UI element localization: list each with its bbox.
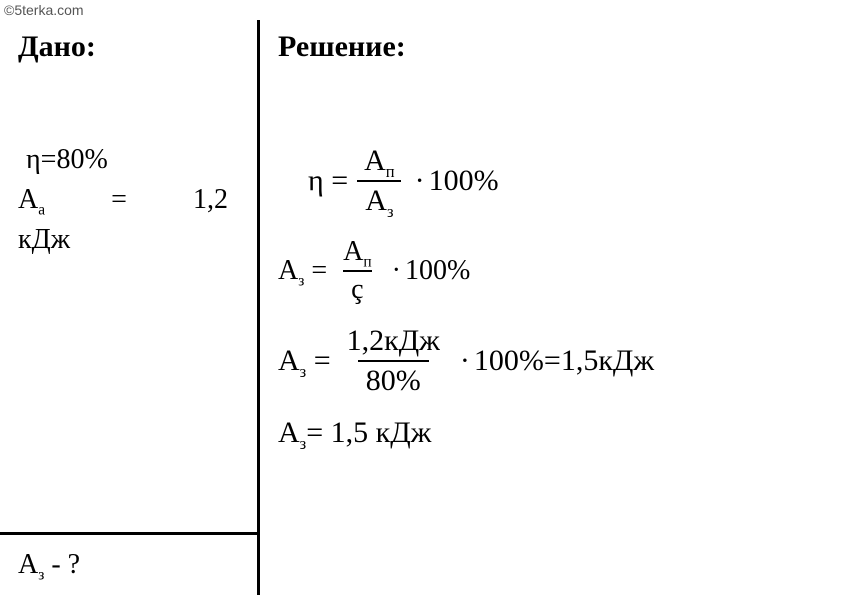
eq1-denominator: Аз: [357, 180, 401, 218]
given-column: Дано: η = 80% Аа = 1,2 кДж Аз - ?: [0, 20, 260, 595]
equation-2: Аз = Ап ç · 100%: [278, 236, 843, 306]
equation-3: Аз = 1,2кДж 80% · 100% = 1,5кДж: [278, 324, 843, 398]
sought-question: - ?: [44, 549, 80, 580]
cdot-icon: ·: [415, 164, 425, 198]
eq3-numerator: 1,2кДж: [339, 324, 448, 360]
given-heading: Дано:: [18, 30, 239, 64]
eq3-tail1: 100%: [474, 344, 544, 378]
given-eta-line: η = 80%: [18, 144, 239, 176]
eta-symbol: η: [18, 144, 41, 176]
eq1-lhs: η =: [308, 164, 348, 198]
equation-1: η = Ап Аз · 100%: [308, 144, 843, 218]
A-letter: А: [278, 255, 298, 286]
equals: =: [306, 344, 330, 377]
equals: =: [41, 144, 57, 176]
eq1-numerator: Ап: [356, 144, 403, 180]
z-subscript: з: [387, 202, 394, 221]
eq2-tail: 100%: [405, 255, 470, 287]
eq3-fraction: 1,2кДж 80%: [339, 324, 448, 398]
given-Aa-line: Аа = 1,2: [18, 184, 228, 216]
eta-value: 80%: [56, 144, 107, 176]
solution-heading: Решение:: [278, 30, 843, 64]
a-subscript: а: [38, 202, 45, 219]
equals: =: [544, 344, 561, 378]
problem-container: Дано: η = 80% Аа = 1,2 кДж Аз - ? Решени…: [0, 0, 861, 595]
eq2-fraction: Ап ç: [335, 236, 379, 306]
A-letter: А: [343, 236, 363, 267]
sought-line: Аз - ?: [18, 549, 80, 581]
Aa-symbol: Аа: [18, 184, 45, 216]
eq1-fraction: Ап Аз: [356, 144, 403, 218]
equals: =: [304, 255, 327, 286]
solution-column: Решение: η = Ап Аз · 100% Аз =: [260, 20, 861, 595]
cdot-icon: ·: [392, 255, 401, 287]
unit-kJ: кДж: [18, 224, 70, 256]
eq3-rhs: 1,5кДж: [561, 344, 654, 378]
eq2-lhs: Аз =: [278, 255, 327, 287]
A-letter: А: [365, 184, 387, 217]
given-divider: [0, 532, 260, 535]
equals: =: [111, 184, 127, 216]
eq2-numerator: Ап: [335, 236, 379, 270]
A-letter: А: [278, 344, 300, 377]
eq1-tail: 100%: [429, 164, 499, 198]
Aa-value: 1,2: [193, 184, 228, 216]
eq4-rest: = 1,5 кДж: [306, 416, 431, 450]
given-Aa-unit: кДж: [18, 224, 239, 256]
eq3-denominator: 80%: [358, 360, 429, 398]
eq2-denominator: ç: [343, 270, 371, 306]
cdot-icon: ·: [460, 344, 470, 378]
p-subscript: п: [363, 254, 371, 271]
equation-4: Аз = 1,5 кДж: [278, 416, 843, 450]
A-letter: А: [18, 184, 38, 215]
p-subscript: п: [386, 162, 395, 181]
watermark: ©5terka.com: [4, 2, 84, 18]
A-letter: А: [18, 549, 38, 580]
A-letter: А: [278, 416, 300, 449]
eq4-lhs: Аз: [278, 416, 306, 450]
eq3-lhs: Аз =: [278, 344, 331, 378]
A-letter: А: [364, 144, 386, 177]
